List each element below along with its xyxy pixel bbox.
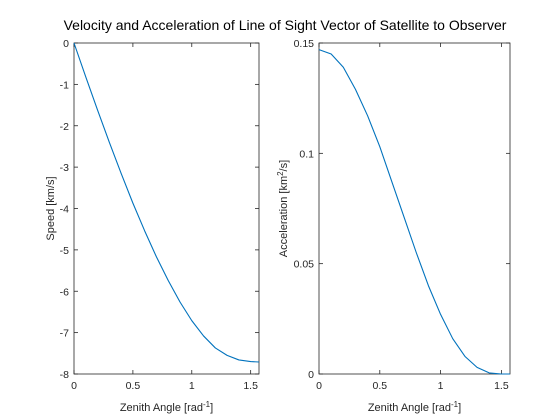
speed-x-tick-label: 1.5 (243, 380, 258, 392)
accel-x-tick-label: 1 (438, 380, 444, 392)
accel-x-axis-label: Zenith Angle [rad-1] (368, 400, 461, 415)
speed-y-tick-label: -5 (60, 245, 69, 257)
speed-y-tick-label: -7 (60, 328, 69, 340)
speed-x-tick-label: 0 (71, 380, 77, 392)
accel-x-tick-label: 1.5 (494, 380, 509, 392)
speed-y-tick-label: -3 (60, 162, 69, 174)
accel-panel: 0 0.5 1 1.5 0 0.05 0.1 0.15 Zenith Angle [rad-1]… (276, 38, 511, 414)
accel-x-tick-label: 0 (316, 380, 322, 392)
speed-x-axis-label: Zenith Angle [rad-1] (120, 400, 213, 415)
speed-y-tick-label: -4 (60, 204, 69, 216)
speed-y-axis-label: Speed [km/s] (45, 176, 57, 240)
accel-y-tick-label: 0.05 (294, 259, 315, 271)
speed-y-tick-label: 0 (63, 38, 69, 50)
speed-y-tick-label: -8 (60, 369, 69, 381)
speed-y-tick-label: -1 (60, 79, 69, 91)
speed-axes-box (73, 42, 260, 375)
accel-axes-box (318, 42, 511, 375)
speed-panel: 0 0.5 1 1.5 0 -1 -2 -3 -4 -5 -6 -7 -8 Zenith Angle [r… (45, 38, 260, 415)
accel-series-line (318, 49, 510, 375)
accel-y-tick-label: 0 (308, 369, 314, 381)
figure-title: Velocity and Acceleration of Line of Sig… (64, 17, 507, 33)
accel-y-tick-label: 0.1 (299, 148, 314, 160)
accel-y-tick-label: 0.15 (294, 38, 315, 50)
accel-y-axis-label: Acceleration [km2/s] (276, 160, 291, 257)
accel-x-tick-label: 0.5 (372, 380, 387, 392)
speed-y-tick-label: -2 (60, 121, 69, 133)
speed-x-tick-label: 0.5 (126, 380, 141, 392)
speed-x-tick-label: 1 (189, 380, 195, 392)
speed-series-line (73, 42, 260, 363)
speed-y-tick-label: -6 (60, 286, 69, 298)
